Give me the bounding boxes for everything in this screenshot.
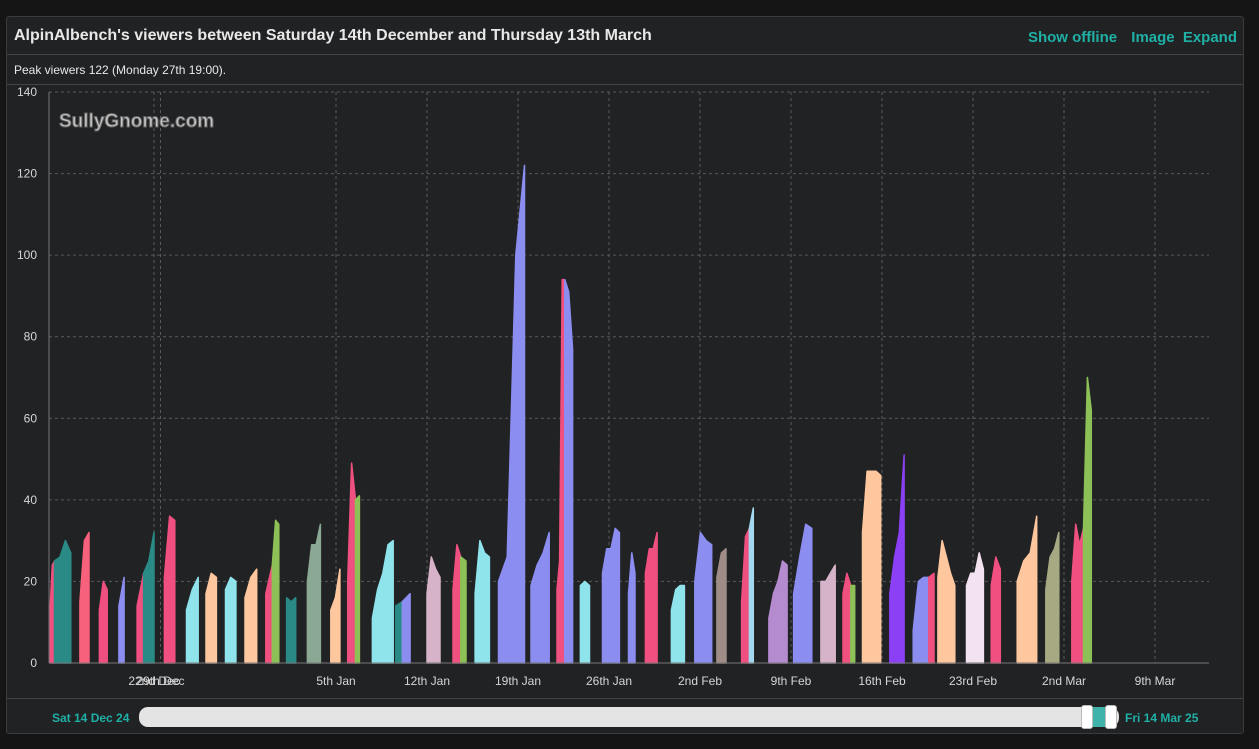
stream-area[interactable]	[627, 552, 636, 664]
range-track[interactable]	[139, 705, 1119, 729]
stream-area[interactable]	[850, 584, 856, 664]
y-tick-label: 100	[17, 248, 37, 262]
stream-area[interactable]	[670, 584, 686, 664]
stream-area[interactable]	[452, 543, 462, 664]
stream-area[interactable]	[889, 454, 905, 664]
stream-area[interactable]	[306, 523, 322, 664]
stream-area[interactable]	[1045, 531, 1060, 664]
x-tick-label: 29th Dec	[136, 674, 184, 688]
stream-area[interactable]	[716, 548, 727, 664]
stream-area[interactable]	[185, 576, 199, 664]
stream-area[interactable]	[330, 568, 341, 664]
stream-area[interactable]	[395, 601, 404, 664]
stream-area[interactable]	[118, 576, 125, 664]
stream-area[interactable]	[98, 580, 108, 664]
stream-area[interactable]	[1071, 523, 1085, 664]
range-start-label: Sat 14 Dec 24	[52, 711, 130, 725]
x-tick-label: 26th Jan	[586, 674, 632, 688]
show-offline-link[interactable]: Show offline	[1027, 29, 1118, 46]
stream-area[interactable]	[224, 576, 237, 664]
x-tick-label: 22nd Dec	[128, 674, 179, 688]
x-tick-label: 9th Mar	[1135, 674, 1176, 688]
range-navigator: Sat 14 Dec 24 Fri 14 Mar 25	[7, 698, 1243, 734]
stream-area[interactable]	[601, 527, 621, 664]
image-link[interactable]: Image	[1131, 29, 1175, 46]
stream-area[interactable]	[990, 556, 1002, 664]
stream-area[interactable]	[142, 531, 155, 664]
stream-area[interactable]	[205, 572, 218, 664]
panel-header: AlpinAlbench's viewers between Saturday …	[7, 17, 1243, 55]
stream-area[interactable]	[740, 527, 751, 664]
y-tick-label: 40	[24, 493, 38, 507]
viewers-chart: SullyGnome.com 0 20 40 60 80 100 120 140 22nd De…	[17, 85, 1209, 688]
x-tick-label: 23rd Feb	[949, 674, 997, 688]
stream-area[interactable]	[579, 580, 591, 664]
x-tick-label: 19th Jan	[495, 674, 541, 688]
y-tick-label: 0	[30, 656, 37, 670]
x-tick-label: 16th Feb	[858, 674, 906, 688]
stream-area[interactable]	[285, 596, 297, 664]
y-tick-label: 120	[17, 167, 37, 181]
peak-summary: Peak viewers 122 (Monday 27th 19:00).	[14, 63, 227, 77]
stream-area[interactable]	[861, 470, 882, 664]
stream-area[interactable]	[53, 539, 72, 664]
y-tick-label: 80	[24, 330, 38, 344]
stream-area[interactable]	[912, 576, 930, 664]
stream-area[interactable]	[244, 568, 258, 664]
expand-link[interactable]: Expand	[1182, 29, 1237, 46]
stream-area[interactable]	[79, 531, 90, 664]
stream-area[interactable]	[792, 523, 813, 664]
stream-area[interactable]	[748, 507, 755, 664]
x-tick-label: 12th Jan	[404, 674, 450, 688]
stream-area[interactable]	[644, 531, 658, 664]
stream-area[interactable]	[426, 556, 441, 664]
x-tick-label: 2nd Feb	[678, 674, 722, 688]
range-end-label: Fri 14 Mar 25	[1125, 711, 1199, 725]
stream-area[interactable]	[530, 531, 550, 664]
stream-area[interactable]	[474, 539, 491, 664]
stream-area[interactable]	[937, 539, 956, 664]
range-handle-left[interactable]	[1081, 705, 1093, 729]
stream-area[interactable]	[928, 572, 935, 664]
x-tick-label: 9th Feb	[771, 674, 812, 688]
stream-area[interactable]	[768, 560, 788, 664]
stream-area[interactable]	[497, 164, 526, 664]
watermark: SullyGnome.com	[59, 111, 214, 132]
stream-area[interactable]	[1082, 376, 1093, 664]
x-tick-label: 2nd Mar	[1042, 674, 1086, 688]
y-tick-label: 20	[24, 574, 38, 588]
stream-area[interactable]	[371, 539, 394, 664]
stream-area[interactable]	[460, 556, 467, 664]
stream-area[interactable]	[1016, 515, 1038, 664]
stream-area[interactable]	[564, 278, 574, 664]
stream-area[interactable]	[163, 515, 176, 664]
stream-area[interactable]	[346, 462, 357, 664]
stream-area[interactable]	[271, 519, 280, 664]
stream-area[interactable]	[820, 564, 836, 664]
summary-bar: Peak viewers 122 (Monday 27th 19:00).	[7, 55, 1243, 85]
header-actions: Show offline Image Expand	[1028, 29, 1237, 46]
stream-area[interactable]	[136, 572, 145, 664]
stream-area[interactable]	[354, 495, 361, 664]
stream-area[interactable]	[401, 592, 411, 664]
stream-area[interactable]	[842, 572, 852, 664]
stream-area[interactable]	[265, 564, 274, 664]
stream-areas	[49, 164, 1093, 664]
y-tick-label: 140	[17, 85, 37, 99]
chart-panel: AlpinAlbench's viewers between Saturday …	[6, 16, 1244, 734]
y-tick-label: 60	[24, 411, 38, 425]
chart-title: AlpinAlbench's viewers between Saturday …	[14, 27, 652, 44]
stream-area[interactable]	[965, 552, 985, 664]
range-handle-right[interactable]	[1105, 705, 1117, 729]
x-tick-label: 5th Jan	[316, 674, 355, 688]
stream-area[interactable]	[694, 531, 713, 664]
